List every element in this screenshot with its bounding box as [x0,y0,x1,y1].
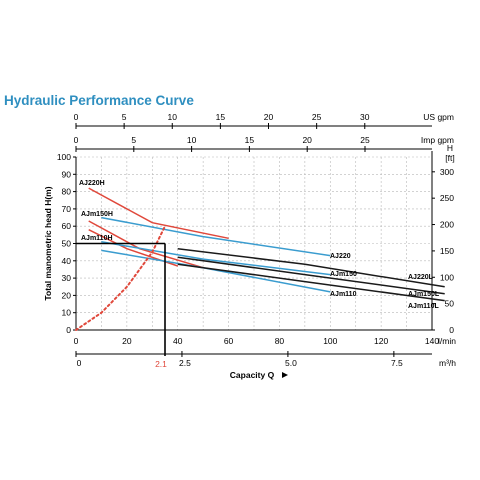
curve-label-ajm150h: AJm150H [81,211,113,218]
lmin-tick-label: 100 [323,336,337,346]
left-tick-label: 100 [57,152,71,162]
left-tick-label: 20 [62,290,72,300]
curve-label-aj220h: AJ220H [79,180,105,187]
lmin-tick-label: 140 [425,336,439,346]
lmin-tick-label: 80 [275,336,285,346]
imp-gpm-axis-tick-label: 20 [302,135,312,145]
us-gpm-axis-tick-label: 15 [216,112,226,122]
us-gpm-axis-tick-label: 5 [122,112,127,122]
right-tick-label: 100 [440,272,454,282]
right-tick-label: 200 [440,220,454,230]
lmin-unit-label: l/min [438,336,456,346]
imp-gpm-axis-unit-label: Imp gpm [421,135,454,145]
x-axis-label: Capacity Q [230,370,275,380]
series-ajm110l-line [177,263,445,302]
right-axis-unit-h: H [447,143,453,153]
series-ajm150l-line [177,256,445,295]
left-tick-label: 40 [62,256,72,266]
us-gpm-axis-tick-label: 20 [264,112,274,122]
us-gpm-axis-tick-label: 10 [168,112,178,122]
left-tick-label: 80 [62,187,72,197]
lmin-tick-label: 0 [74,336,79,346]
left-tick-label: 90 [62,169,72,179]
right-tick-label: 250 [440,193,454,203]
series-ajm150-line [101,241,331,276]
left-tick-label: 70 [62,204,72,214]
curve-label-aj220l: AJ220L [408,274,434,281]
left-tick-label: 60 [62,221,72,231]
us-gpm-axis-unit-label: US gpm [423,112,454,122]
right-tick-label: 150 [440,246,454,256]
left-tick-label: 30 [62,273,72,283]
imp-gpm-axis-tick-label: 15 [245,135,255,145]
right-tick-label: 50 [445,299,455,309]
curve-label-ajm110l: AJm110L [408,303,439,310]
lmin-tick-label: 120 [374,336,388,346]
curve-label-ajm150: AJm150 [330,271,357,278]
m3h-tick-label: 7.5 [391,358,403,368]
imp-gpm-axis-tick-label: 0 [74,135,79,145]
m3h-tick-label: 2.5 [179,358,191,368]
us-gpm-axis-tick-label: 30 [360,112,370,122]
left-tick-label: 50 [62,239,72,249]
series-group [75,187,445,356]
us-gpm-axis-tick-label: 0 [74,112,79,122]
imp-gpm-axis-tick-label: 5 [131,135,136,145]
lmin-tick-label: 60 [224,336,234,346]
imp-gpm-axis-tick-label: 10 [187,135,197,145]
series-aj220l-line [177,247,445,288]
x-axis-arrow [282,372,288,378]
left-tick-label: 10 [62,308,72,318]
y-axis-label: Total manometric head H(m) [43,186,53,300]
curve-label-aj220: AJ220 [330,253,351,260]
curve-label-ajm110h: AJm110H [81,235,113,242]
us-gpm-axis-tick-label: 25 [312,112,322,122]
left-tick-label: 0 [66,325,71,335]
page-title: Hydraulic Performance Curve [4,93,194,108]
series-aj220-line [101,216,331,257]
series-aj220h-line [88,187,229,240]
lmin-tick-label: 20 [122,336,132,346]
curve-label-ajm110: AJm110 [330,291,357,298]
right-tick-label: 300 [440,167,454,177]
right-tick-label: 0 [449,325,454,335]
m3h-tick-label: 5.0 [285,358,297,368]
reference-label: 2.1 [155,359,167,369]
right-axis-unit-ft: [ft] [445,153,454,163]
lmin-tick-label: 40 [173,336,183,346]
curve-label-ajm150l: AJm150L [408,291,440,298]
imp-gpm-axis-tick-label: 25 [360,135,370,145]
m3h-tick-label: 0 [77,358,82,368]
m3h-unit-label: m³/h [439,358,456,368]
